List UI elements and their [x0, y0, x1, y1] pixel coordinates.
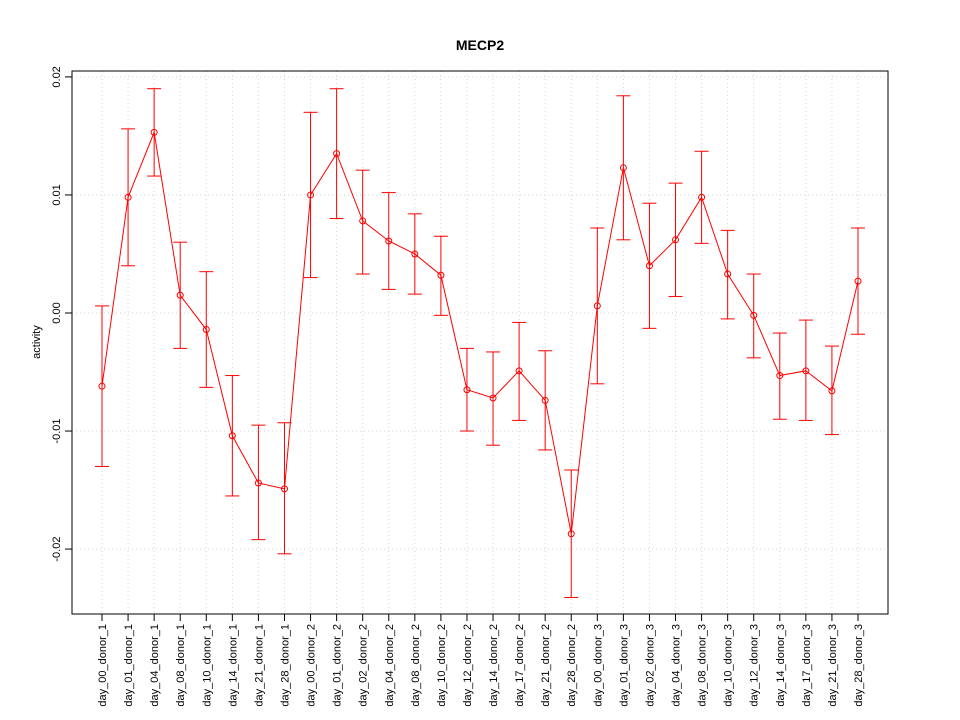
data-point [176, 291, 184, 299]
data-point [359, 217, 367, 225]
x-tick-label: day_00_donor_3 [592, 624, 604, 707]
x-tick-label: day_04_donor_2 [384, 624, 396, 707]
x-tick-label: day_21_donor_1 [253, 624, 265, 707]
data-point [411, 250, 419, 258]
data-point [98, 382, 106, 390]
plot-frame [71, 70, 889, 615]
error-bars [95, 88, 865, 598]
y-tick-label: -0.01 [51, 418, 63, 443]
x-tick-label: day_08_donor_1 [175, 624, 187, 707]
x-tick-label: day_04_donor_3 [671, 624, 683, 707]
x-tick-label: day_00_donor_1 [97, 624, 109, 707]
data-point [124, 193, 132, 201]
x-tick-label: day_14_donor_2 [488, 624, 500, 707]
data-point [828, 387, 836, 395]
data-point [541, 396, 549, 404]
data-point [645, 262, 653, 270]
data-point [672, 236, 680, 244]
data-point [254, 479, 262, 487]
data-point [489, 394, 497, 402]
x-tick-label: day_10_donor_1 [201, 624, 213, 707]
data-point [307, 191, 315, 199]
chart-title: MECP2 [456, 37, 504, 53]
data-point [463, 386, 471, 394]
x-tick-label: day_08_donor_3 [697, 624, 709, 707]
x-tick-label: day_28_donor_3 [853, 624, 865, 707]
data-point [150, 128, 158, 136]
x-tick-label: day_17_donor_3 [801, 624, 813, 707]
data-point [228, 432, 236, 440]
x-tick-label: day_02_donor_3 [644, 624, 656, 707]
data-point [776, 372, 784, 380]
data-point [698, 193, 706, 201]
x-tick-label: day_01_donor_1 [123, 624, 135, 707]
data-point [333, 150, 341, 158]
y-axis-label: activity [31, 325, 43, 359]
x-tick-label: day_14_donor_1 [227, 624, 239, 707]
data-point [437, 271, 445, 279]
x-tick-label: day_10_donor_3 [723, 624, 735, 707]
x-tick-label: day_04_donor_1 [149, 624, 161, 707]
data-point [280, 485, 288, 493]
x-tick-label: day_21_donor_2 [540, 624, 552, 707]
data-point [724, 270, 732, 278]
data-point [619, 164, 627, 172]
x-tick-label: day_12_donor_3 [749, 624, 761, 707]
x-tick-label: day_02_donor_2 [358, 624, 370, 707]
data-points [98, 128, 862, 538]
y-axis: -0.02 -0.01 0.00 0.01 0.02 [51, 66, 72, 562]
y-tick-label: 0.00 [51, 302, 63, 323]
data-point [567, 530, 575, 538]
data-point [750, 311, 758, 319]
x-tick-label: day_08_donor_2 [410, 624, 422, 707]
x-axis: day_00_donor_1 day_01_donor_1 day_04_donor… [97, 614, 865, 707]
data-point [802, 367, 810, 375]
x-tick-label: day_28_donor_2 [566, 624, 578, 707]
series-polyline [101, 130, 859, 534]
y-tick-label: 0.01 [51, 184, 63, 205]
x-tick-label: day_14_donor_3 [775, 624, 787, 707]
y-tick-label: 0.02 [51, 66, 63, 87]
data-point [385, 237, 393, 245]
x-tick-label: day_21_donor_3 [827, 624, 839, 707]
data-point [515, 367, 523, 375]
x-tick-label: day_01_donor_2 [332, 624, 344, 707]
x-tick-label: day_10_donor_2 [436, 624, 448, 707]
x-tick-label: day_12_donor_2 [462, 624, 474, 707]
data-point [854, 277, 862, 285]
x-tick-label: day_01_donor_3 [618, 624, 630, 707]
x-tick-label: day_17_donor_2 [514, 624, 526, 707]
x-tick-label: day_00_donor_2 [306, 624, 318, 707]
data-point [593, 302, 601, 310]
x-tick-label: day_28_donor_1 [279, 624, 291, 707]
series-line [101, 130, 859, 534]
y-tick-label: -0.02 [51, 537, 63, 562]
data-point [202, 326, 210, 334]
